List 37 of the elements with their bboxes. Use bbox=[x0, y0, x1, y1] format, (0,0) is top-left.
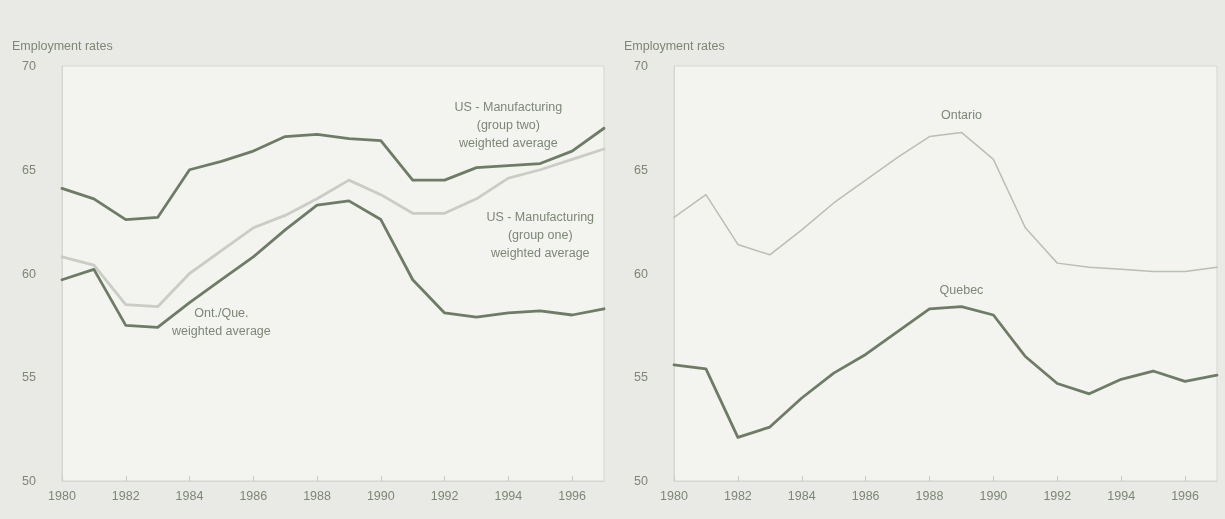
x-tick-label: 1986 bbox=[239, 488, 268, 503]
y-tick-label: 70 bbox=[22, 59, 37, 73]
line-series bbox=[673, 131, 1218, 273]
y-tick-label: 55 bbox=[22, 370, 37, 385]
x-tick-label: 1984 bbox=[175, 488, 204, 503]
x-tick-label: 1988 bbox=[915, 488, 944, 503]
series-label: US - Manufacturing (group one) weighted average bbox=[486, 209, 595, 260]
x-tick-label: 1984 bbox=[787, 488, 816, 503]
x-tick-label: 1994 bbox=[1107, 488, 1136, 503]
x-tick-label: 1996 bbox=[558, 488, 587, 503]
y-tick-label: 65 bbox=[22, 162, 37, 177]
series-label: Ontario bbox=[940, 108, 983, 123]
y-axis-title: Employment rates bbox=[12, 38, 113, 53]
x-tick-label: 1986 bbox=[851, 488, 880, 503]
x-tick-label: 1992 bbox=[430, 488, 459, 503]
x-tick-label: 1980 bbox=[660, 488, 688, 503]
series-label: Quebec bbox=[939, 282, 984, 297]
line-series bbox=[672, 305, 1219, 439]
x-tick-label: 1982 bbox=[111, 488, 140, 503]
y-tick-label: 55 bbox=[634, 370, 649, 385]
y-tick-label: 60 bbox=[634, 266, 649, 281]
series-label: Ont./Que. weighted average bbox=[171, 305, 271, 338]
series-label: US - Manufacturing (group two) weighted average bbox=[454, 99, 563, 150]
x-tick-label: 1996 bbox=[1171, 488, 1200, 503]
x-tick-label: 1982 bbox=[723, 488, 752, 503]
x-tick-label: 1980 bbox=[48, 488, 76, 503]
x-tick-label: 1994 bbox=[494, 488, 523, 503]
y-tick-label: 60 bbox=[22, 266, 37, 281]
x-tick-label: 1988 bbox=[303, 488, 332, 503]
x-tick-label: 1992 bbox=[1043, 488, 1072, 503]
y-tick-label: 70 bbox=[634, 59, 649, 73]
x-tick-label: 1990 bbox=[366, 488, 395, 503]
y-tick-label: 65 bbox=[634, 162, 649, 177]
y-axis-title: Employment rates bbox=[624, 38, 725, 53]
y-tick-label: 50 bbox=[22, 474, 37, 488]
x-tick-label: 1990 bbox=[979, 488, 1008, 503]
y-tick-label: 50 bbox=[634, 474, 649, 488]
